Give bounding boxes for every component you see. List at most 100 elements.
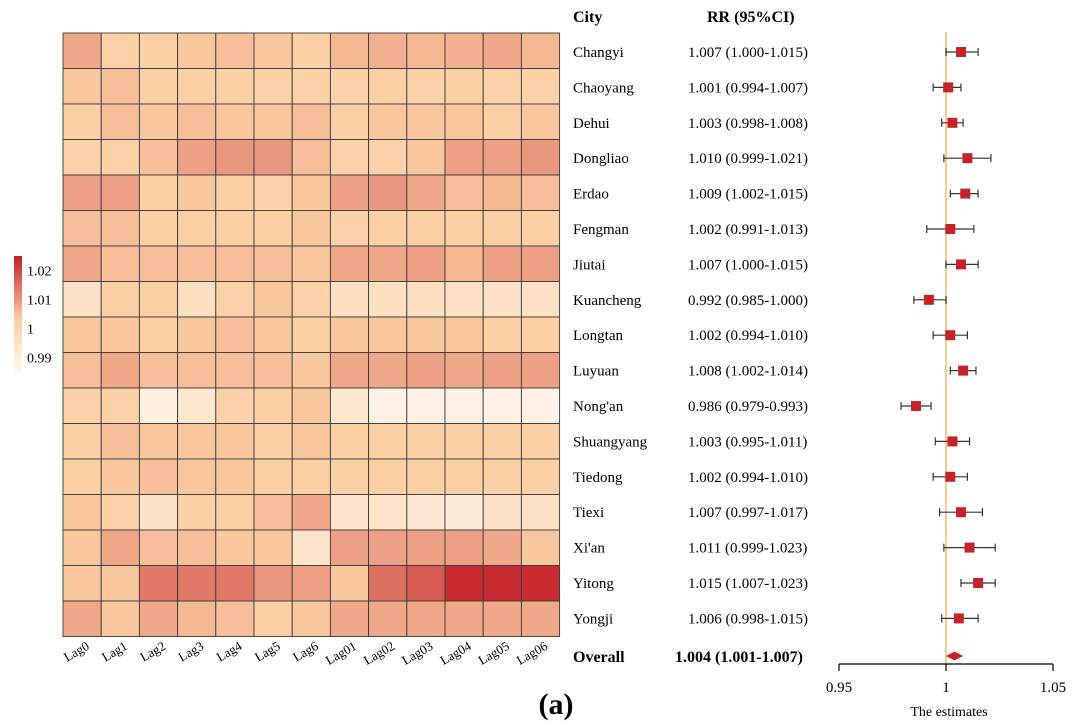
legend-color-step <box>14 286 22 289</box>
heatmap-x-tick-label: Lag0 <box>61 638 92 664</box>
heatmap-cell <box>138 210 179 247</box>
heatmap-cell <box>177 600 217 637</box>
legend-color-step <box>14 340 22 343</box>
estimate-marker <box>953 613 964 624</box>
heatmap-cell <box>100 32 140 69</box>
heatmap-cell <box>482 529 522 566</box>
heatmap-cell <box>329 281 370 318</box>
heatmap-cell <box>329 387 370 424</box>
legend-color-step <box>14 316 22 319</box>
forest-city-label: Luyuan <box>573 364 619 380</box>
heatmap-x-tick-label: Lag06 <box>514 638 551 668</box>
forest-x-tick-label: 1.05 <box>1040 680 1066 696</box>
heatmap-cell <box>482 352 522 389</box>
heatmap-cell <box>520 103 561 140</box>
heatmap-x-tick-label: Lag3 <box>176 638 207 664</box>
heatmap-cell <box>329 529 370 566</box>
legend-color-step <box>14 296 22 299</box>
heatmap-cell <box>482 32 522 69</box>
heatmap-cell <box>291 565 331 602</box>
heatmap-cell <box>138 316 179 353</box>
estimate-marker <box>923 294 934 305</box>
estimate-marker <box>964 542 975 553</box>
heatmap-cell <box>368 174 408 211</box>
heatmap-cell <box>62 174 102 211</box>
forest-city-label: Jiutai <box>573 257 606 273</box>
heatmap-cell <box>215 316 255 353</box>
forest-rr-text: 1.003 (0.995-1.011) <box>688 434 807 450</box>
heatmap-cell <box>62 600 102 637</box>
heatmap-cell <box>177 32 217 69</box>
heatmap-cell <box>444 529 484 566</box>
forest-x-axis-title: The estimates <box>910 705 987 720</box>
forest-rr-text: 1.007 (1.000-1.015) <box>688 45 808 61</box>
overall-diamond <box>946 651 964 661</box>
legend-color-step <box>14 260 22 263</box>
heatmap-cell <box>329 494 370 531</box>
heatmap-cell <box>138 68 179 105</box>
heatmap-cell <box>291 352 331 389</box>
heatmap-cell <box>291 458 331 495</box>
heatmap-cell <box>138 565 179 602</box>
estimate-marker <box>973 578 984 588</box>
heatmap-cell <box>482 210 522 247</box>
heatmap-cell <box>406 387 446 424</box>
heatmap-cell <box>62 565 102 602</box>
legend-color-step <box>14 328 22 331</box>
heatmap-cell <box>444 245 484 282</box>
heatmap-cell <box>444 174 484 211</box>
heatmap-cell <box>482 281 522 318</box>
heatmap-cell <box>520 423 561 460</box>
legend-color-step <box>14 266 22 269</box>
heatmap-cell <box>482 600 522 637</box>
legend-color-step <box>14 344 22 347</box>
forest-rr-text: 1.002 (0.994-1.010) <box>688 328 808 344</box>
legend-color-step <box>14 334 22 337</box>
heatmap-cell <box>444 387 484 424</box>
heatmap-cell <box>215 103 255 140</box>
heatmap-cell <box>253 68 293 105</box>
forest-rr-text: 1.015 (1.007-1.023) <box>688 576 808 592</box>
heatmap-cell <box>177 139 217 176</box>
heatmap-cell <box>177 245 217 282</box>
heatmap-cell <box>444 139 484 176</box>
heatmap-cell <box>444 565 484 602</box>
legend-color-step <box>14 352 22 355</box>
heatmap-cell <box>444 68 484 105</box>
heatmap-cell <box>406 32 446 69</box>
heatmap-cell <box>100 68 140 105</box>
heatmap-cell <box>291 245 331 282</box>
heatmap-cell <box>368 600 408 637</box>
forest-city-label: Tiexi <box>573 505 604 521</box>
legend-color-step <box>14 288 22 291</box>
forest-city-label: Dehui <box>573 116 610 132</box>
heatmap-cell <box>215 32 255 69</box>
heatmap-cell <box>482 565 522 602</box>
heatmap-cell <box>177 423 217 460</box>
heatmap-cell <box>177 210 217 247</box>
heatmap-x-tick-label: Lag03 <box>399 638 435 668</box>
heatmap-cell <box>177 494 217 531</box>
heatmap-cell <box>291 281 331 318</box>
heatmap-cell <box>62 139 102 176</box>
forest-rr-text: 1.011 (0.999-1.023) <box>688 541 807 557</box>
heatmap-cell <box>62 103 102 140</box>
heatmap-cell <box>444 210 484 247</box>
estimate-marker <box>955 507 966 518</box>
legend-color-step <box>14 336 22 339</box>
heatmap-cell <box>138 600 179 637</box>
heatmap-cell <box>253 32 293 69</box>
heatmap-cell <box>406 458 446 495</box>
heatmap-cell <box>329 245 370 282</box>
legend-color-step <box>14 358 22 361</box>
heatmap-cell <box>215 387 255 424</box>
heatmap-cell <box>482 494 522 531</box>
legend-tick-label: 1.01 <box>27 294 52 309</box>
estimate-marker <box>955 259 966 270</box>
forest-x-tick-label: 0.95 <box>826 680 852 696</box>
heatmap-cell <box>291 103 331 140</box>
heatmap-cell <box>100 387 140 424</box>
legend-color-step <box>14 272 22 275</box>
heatmap-cell <box>177 387 217 424</box>
heatmap-cell <box>100 565 140 602</box>
